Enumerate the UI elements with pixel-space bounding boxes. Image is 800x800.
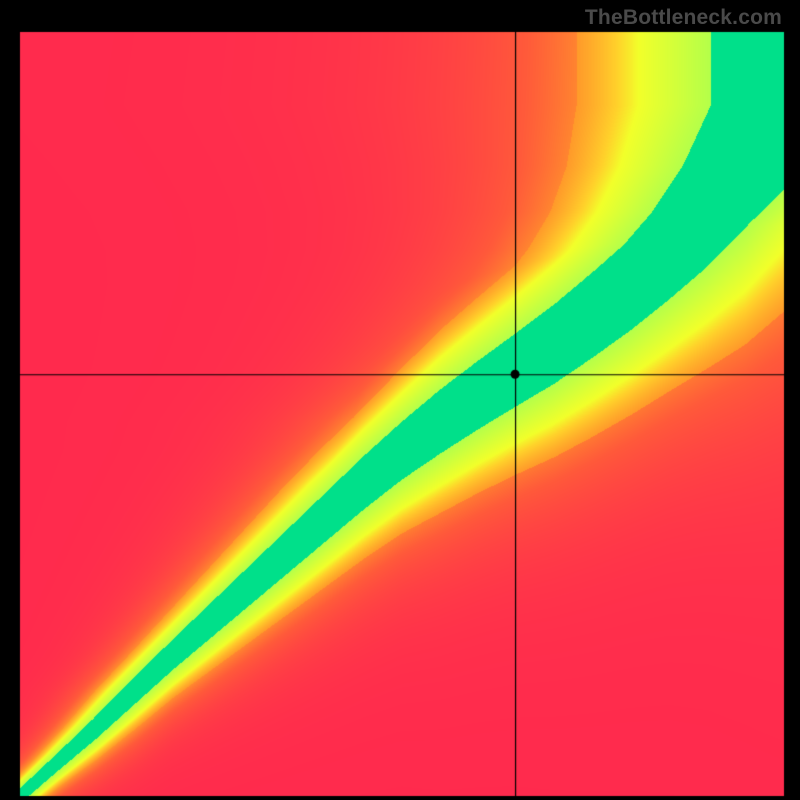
bottleneck-heatmap — [0, 0, 800, 800]
watermark-text: TheBottleneck.com — [585, 6, 782, 30]
